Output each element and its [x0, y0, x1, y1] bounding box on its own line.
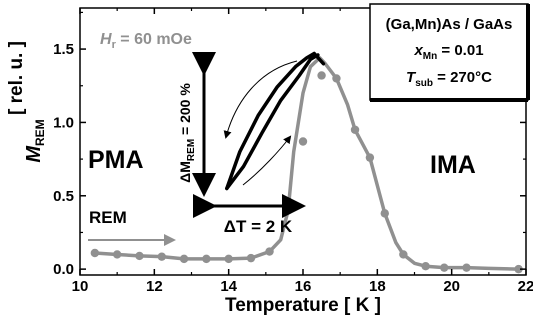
svg-text:MREM: MREM	[23, 119, 47, 162]
y-axis-subscript: REM	[33, 119, 47, 146]
data-point	[224, 254, 233, 264]
x-tick-label: 12	[146, 278, 163, 295]
y-axis-unit: [ rel. u. ]	[6, 41, 27, 115]
data-point	[365, 153, 375, 162]
data-point	[202, 254, 211, 264]
ima-label: IMA	[430, 151, 476, 179]
pma-label: PMA	[88, 146, 144, 174]
data-point	[421, 261, 430, 271]
data-point	[462, 263, 471, 272]
svg-text:ΔMREM = 200 %: ΔMREM = 200 %	[177, 83, 197, 183]
data-point	[440, 263, 449, 272]
info-substrate-temp: Tsub = 270°C	[406, 69, 492, 89]
field-subscript: r	[112, 39, 117, 51]
data-point	[514, 264, 523, 274]
data-point	[265, 247, 274, 256]
data-point	[246, 253, 256, 263]
x-axis-title: Temperature [ K ]	[225, 295, 381, 316]
y-tick-label: 1.5	[53, 41, 74, 58]
x-tick-label: 20	[443, 278, 460, 295]
data-point	[283, 206, 293, 215]
y-tick-label: 1.0	[53, 114, 74, 131]
y-axis-title: MREM	[23, 119, 47, 162]
svg-text:[ rel. u. ]: [ rel. u. ]	[6, 41, 27, 115]
data-point	[179, 254, 189, 264]
delta-m-label: ΔMREM = 200 %	[177, 83, 197, 183]
info-concentration: xMn = 0.01	[413, 42, 483, 62]
data-point	[298, 137, 308, 146]
field-value: = 60 mOe	[116, 31, 192, 48]
x-tick-label: 22	[518, 278, 533, 295]
hysteresis-loop	[225, 51, 326, 191]
data-point	[90, 248, 100, 258]
field-label: Hr = 60 mOe	[100, 31, 192, 51]
x-tick-label: 14	[220, 278, 237, 295]
info-material: (Ga,Mn)As / GaAs	[386, 16, 513, 33]
field-symbol: H	[100, 31, 112, 48]
data-point	[317, 71, 326, 80]
sweep-arrow-down	[223, 60, 298, 139]
data-point	[135, 251, 144, 261]
loop-lower-branch	[225, 53, 320, 191]
delta-t-label: ΔT = 2 K	[224, 217, 293, 236]
data-point	[157, 252, 166, 261]
data-point	[399, 250, 408, 259]
x-tick-label: 10	[72, 278, 89, 295]
info-box: (Ga,Mn)As / GaAs xMn = 0.01 Tsub = 270°C	[369, 3, 530, 102]
y-tick-label: 0.0	[53, 261, 74, 278]
rem-label: REM	[89, 208, 127, 227]
x-tick-label: 16	[295, 278, 312, 295]
y-axis-symbol: M	[23, 145, 45, 163]
data-point	[112, 250, 122, 259]
x-tick-label: 18	[369, 278, 386, 295]
data-point	[380, 209, 389, 218]
data-point	[350, 125, 360, 134]
data-point	[332, 74, 341, 83]
sweep-arrow-up	[242, 135, 292, 186]
y-tick-label: 0.5	[53, 188, 74, 205]
loop-upper-branch	[225, 51, 326, 191]
